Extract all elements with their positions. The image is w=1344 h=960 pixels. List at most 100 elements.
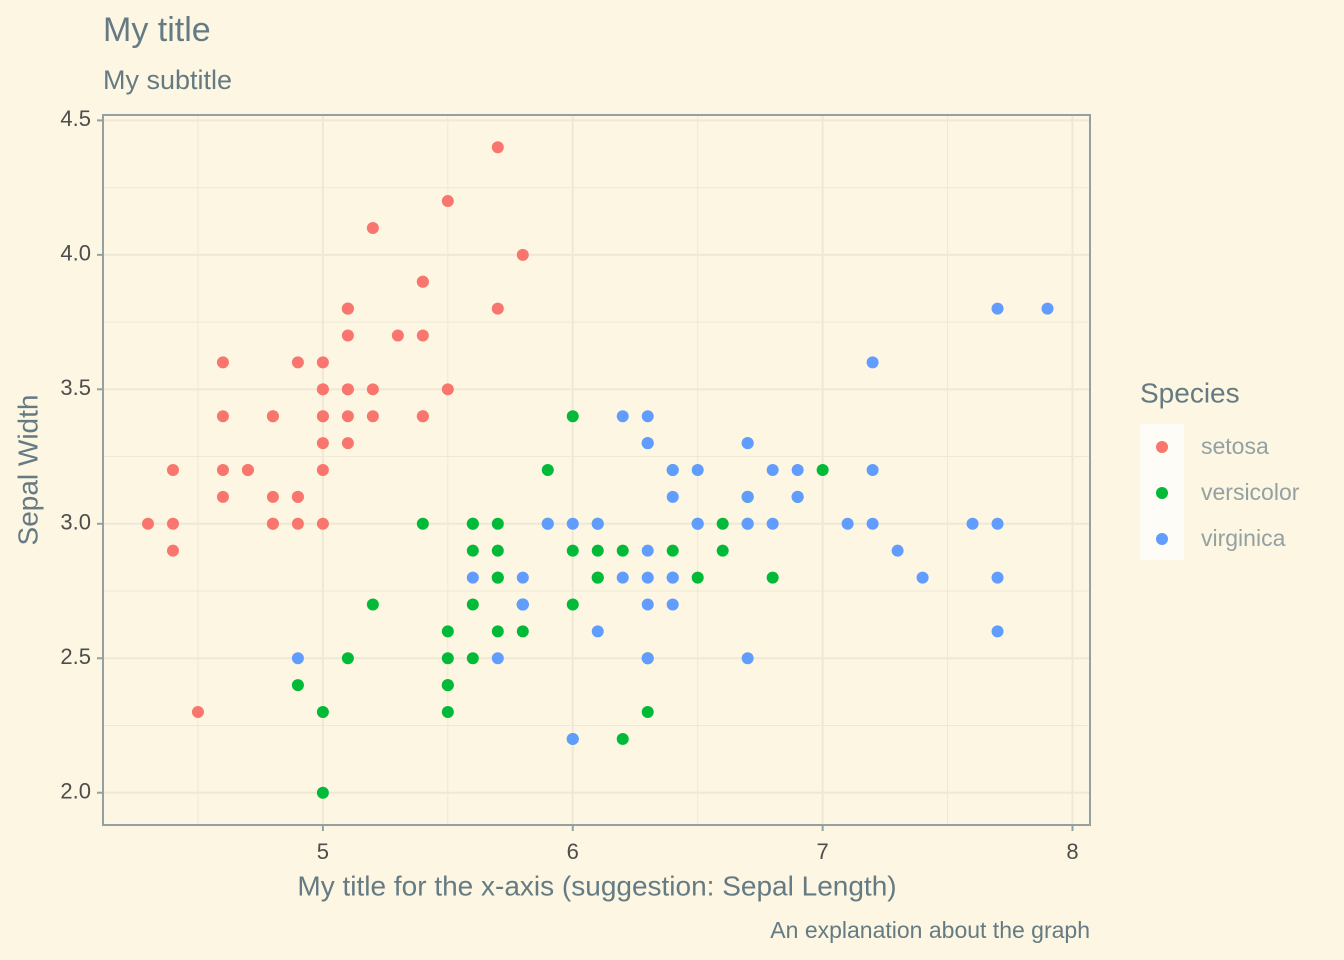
- point: [166, 544, 179, 557]
- point: [691, 464, 704, 476]
- point: [266, 410, 279, 423]
- point: [541, 464, 554, 476]
- point: [641, 544, 654, 557]
- point: [241, 464, 254, 476]
- point: [916, 571, 929, 584]
- point: [441, 195, 454, 208]
- point: [866, 356, 879, 369]
- point: [566, 544, 579, 557]
- point: [391, 329, 404, 342]
- point: [566, 410, 579, 423]
- point: [316, 410, 329, 423]
- point: [716, 544, 729, 557]
- point: [766, 464, 779, 476]
- y-tick-label: 4.0: [60, 241, 91, 266]
- point: [866, 464, 879, 476]
- point: [416, 329, 429, 342]
- chart-subtitle: My subtitle: [103, 65, 232, 95]
- point: [791, 464, 804, 476]
- point: [416, 517, 429, 530]
- x-tick-label: 5: [317, 839, 329, 864]
- point: [291, 517, 304, 530]
- point: [666, 490, 679, 503]
- point: [366, 383, 379, 396]
- point: [341, 329, 354, 342]
- point: [641, 706, 654, 719]
- point: [641, 598, 654, 611]
- x-tick-label: 6: [567, 839, 579, 864]
- y-tick-label: 2.0: [60, 779, 91, 804]
- point: [491, 625, 504, 638]
- point: [741, 490, 754, 503]
- point: [666, 464, 679, 476]
- point: [466, 652, 479, 665]
- point: [841, 517, 854, 530]
- point: [716, 517, 729, 530]
- point: [491, 652, 504, 665]
- point: [316, 356, 329, 369]
- point: [216, 410, 229, 423]
- point: [616, 571, 629, 584]
- point: [466, 571, 479, 584]
- point: [291, 679, 304, 692]
- legend-label: virginica: [1201, 525, 1286, 551]
- point: [266, 490, 279, 503]
- point: [466, 544, 479, 557]
- point: [316, 383, 329, 396]
- point: [466, 517, 479, 530]
- point: [266, 517, 279, 530]
- point: [291, 356, 304, 369]
- point: [741, 652, 754, 665]
- point: [416, 410, 429, 423]
- point: [216, 356, 229, 369]
- point: [341, 437, 354, 450]
- point: [441, 706, 454, 719]
- point: [141, 517, 154, 530]
- point: [341, 383, 354, 396]
- point: [491, 302, 504, 315]
- point: [216, 490, 229, 503]
- legend-key: [1156, 487, 1168, 499]
- y-tick-label: 3.0: [60, 510, 91, 535]
- y-tick-label: 4.5: [60, 106, 91, 131]
- legend-key: [1156, 441, 1168, 453]
- point: [641, 437, 654, 450]
- point: [966, 517, 979, 530]
- point: [366, 221, 379, 234]
- point: [366, 598, 379, 611]
- point: [641, 410, 654, 423]
- point: [991, 517, 1004, 530]
- point: [291, 490, 304, 503]
- point: [341, 652, 354, 665]
- point: [991, 571, 1004, 584]
- point: [741, 437, 754, 450]
- point: [191, 706, 204, 719]
- point: [666, 571, 679, 584]
- point: [991, 625, 1004, 638]
- point: [316, 786, 329, 799]
- point: [441, 652, 454, 665]
- point: [491, 141, 504, 154]
- point: [766, 571, 779, 584]
- chart-title: My title: [103, 11, 211, 49]
- point: [641, 571, 654, 584]
- point: [491, 517, 504, 530]
- point: [691, 571, 704, 584]
- point: [516, 625, 529, 638]
- point: [316, 706, 329, 719]
- point: [516, 248, 529, 261]
- point: [1041, 302, 1054, 315]
- point: [316, 517, 329, 530]
- legend-title: Species: [1140, 377, 1240, 408]
- point: [891, 544, 904, 557]
- caption: An explanation about the graph: [770, 917, 1090, 943]
- point: [866, 517, 879, 530]
- legend-label: setosa: [1201, 433, 1269, 459]
- point: [516, 598, 529, 611]
- y-tick-label: 3.5: [60, 375, 91, 400]
- point: [441, 383, 454, 396]
- point: [441, 679, 454, 692]
- point: [991, 302, 1004, 315]
